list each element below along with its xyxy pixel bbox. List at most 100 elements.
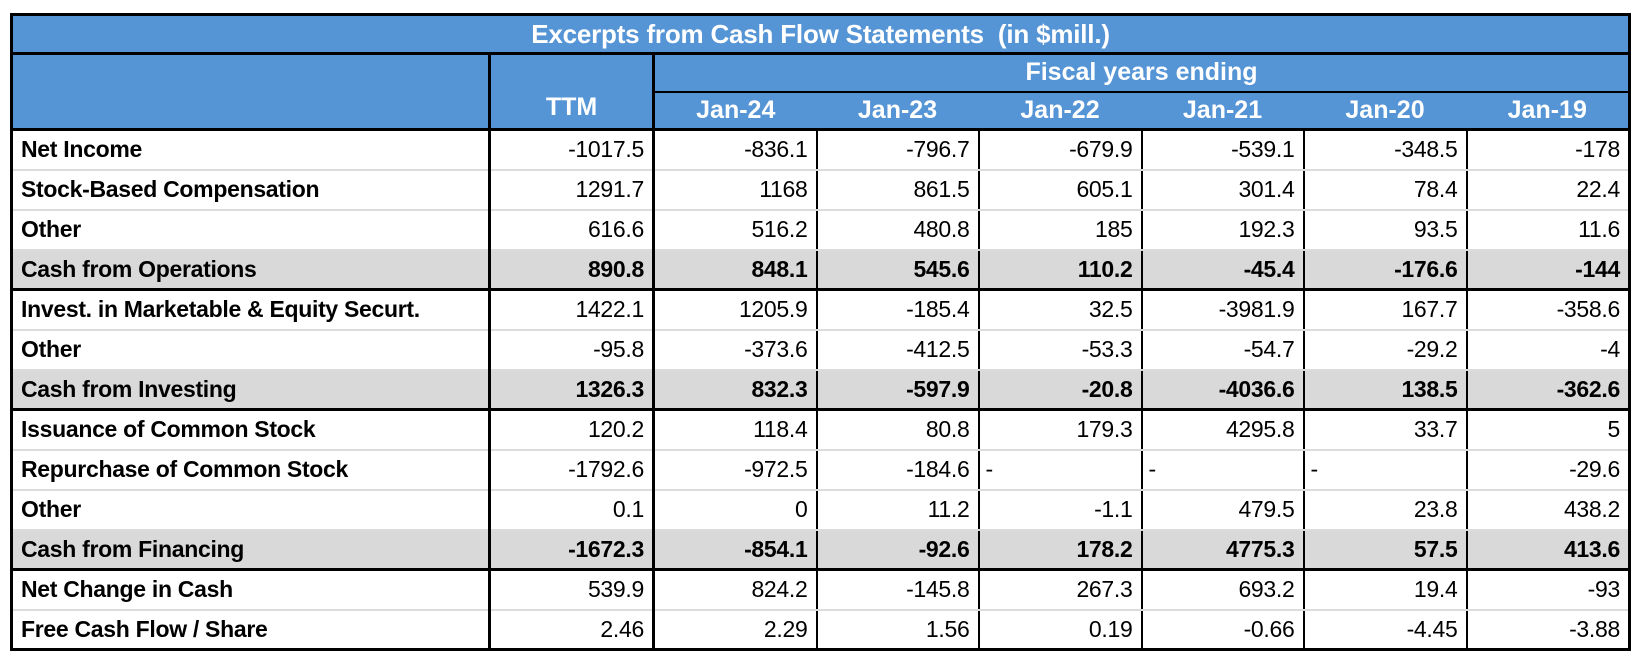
table-header: Excerpts from Cash Flow Statements (in $… <box>11 14 1630 131</box>
value-cell: - <box>1303 449 1468 491</box>
value-cell: 138.5 <box>1303 369 1468 411</box>
column-header-jan-23: Jan-23 <box>816 91 979 131</box>
value-cell: 1205.9 <box>653 289 818 331</box>
row-label: Other <box>11 489 491 531</box>
value-cell: 93.5 <box>1303 209 1468 251</box>
value-cell: 832.3 <box>653 369 818 411</box>
value-cell: 11.6 <box>1466 209 1631 251</box>
value-cell: 178.2 <box>978 529 1143 571</box>
value-cell: -362.6 <box>1466 369 1631 411</box>
value-cell: 167.7 <box>1303 289 1468 331</box>
value-cell: 438.2 <box>1466 489 1631 531</box>
value-cell: 192.3 <box>1141 209 1305 251</box>
value-cell: -3.88 <box>1466 609 1631 651</box>
value-cell: -972.5 <box>653 449 818 491</box>
value-cell: 5 <box>1466 409 1631 451</box>
value-cell: -4.45 <box>1303 609 1468 651</box>
column-header-jan-22: Jan-22 <box>978 91 1142 131</box>
value-cell: 605.1 <box>978 169 1143 211</box>
value-cell: 301.4 <box>1141 169 1305 211</box>
value-cell: -1017.5 <box>489 129 655 171</box>
table-row: Stock-Based Compensation 1291.7 1168 861.5 6… <box>11 169 1631 211</box>
table-row: Other 616.6 516.2 480.8 185 192.3 93.5 11.6 <box>11 209 1631 251</box>
value-cell: -20.8 <box>978 369 1143 411</box>
value-cell: -0.66 <box>1141 609 1305 651</box>
value-cell: 185 <box>978 209 1143 251</box>
row-label: Issuance of Common Stock <box>11 409 491 451</box>
value-cell: 539.9 <box>489 569 655 611</box>
value-cell: -373.6 <box>653 329 818 371</box>
value-cell: 1.56 <box>816 609 980 651</box>
value-cell: 32.5 <box>978 289 1143 331</box>
value-cell: -176.6 <box>1303 249 1468 291</box>
table-row: Other 0.1 0 11.2 -1.1 479.5 23.8 438.2 <box>11 489 1631 531</box>
row-label: Other <box>11 329 491 371</box>
value-cell: -92.6 <box>816 529 980 571</box>
value-cell: -178 <box>1466 129 1631 171</box>
value-cell: -45.4 <box>1141 249 1305 291</box>
value-cell: -796.7 <box>816 129 980 171</box>
value-cell: 80.8 <box>816 409 980 451</box>
fiscal-years-group-header: Fiscal years ending <box>653 53 1630 93</box>
value-cell: -539.1 <box>1141 129 1305 171</box>
value-cell: 179.3 <box>978 409 1143 451</box>
table-row: Net Income -1017.5 -836.1 -796.7 -679.9 -539.… <box>11 129 1631 171</box>
value-cell: -29.2 <box>1303 329 1468 371</box>
value-cell: 4775.3 <box>1141 529 1305 571</box>
table-title: Excerpts from Cash Flow Statements (in $… <box>11 14 1630 55</box>
value-cell: -679.9 <box>978 129 1143 171</box>
row-label: Cash from Operations <box>11 249 491 291</box>
column-header-ttm: TTM <box>489 53 655 131</box>
value-cell: 1168 <box>653 169 818 211</box>
row-label: Repurchase of Common Stock <box>11 449 491 491</box>
row-label: Free Cash Flow / Share <box>11 609 491 651</box>
value-cell: 120.2 <box>489 409 655 451</box>
value-cell: 4295.8 <box>1141 409 1305 451</box>
table-row: Invest. in Marketable & Equity Securt. 14… <box>11 289 1631 331</box>
value-cell: -597.9 <box>816 369 980 411</box>
value-cell: 848.1 <box>653 249 818 291</box>
value-cell: 11.2 <box>816 489 980 531</box>
column-header-jan-21: Jan-21 <box>1141 91 1304 131</box>
value-cell: 118.4 <box>653 409 818 451</box>
table-row: Cash from Operations 890.8 848.1 545.6 110.2… <box>11 249 1631 291</box>
value-cell: -185.4 <box>816 289 980 331</box>
table-body: Net Income -1017.5 -836.1 -796.7 -679.9 -539.… <box>11 129 1631 651</box>
column-header-jan-24: Jan-24 <box>653 91 817 131</box>
value-cell: - <box>1141 449 1305 491</box>
value-cell: -4 <box>1466 329 1631 371</box>
value-cell: -1672.3 <box>489 529 655 571</box>
value-cell: 545.6 <box>816 249 980 291</box>
value-cell: -836.1 <box>653 129 818 171</box>
value-cell: -3981.9 <box>1141 289 1305 331</box>
value-cell: -358.6 <box>1466 289 1631 331</box>
value-cell: -29.6 <box>1466 449 1631 491</box>
value-cell: 0.19 <box>978 609 1143 651</box>
table-row: Cash from Financing -1672.3 -854.1 -92.6 178… <box>11 529 1631 571</box>
value-cell: 267.3 <box>978 569 1143 611</box>
row-label: Net Income <box>11 129 491 171</box>
value-cell: 0.1 <box>489 489 655 531</box>
value-cell: 22.4 <box>1466 169 1631 211</box>
row-label: Stock-Based Compensation <box>11 169 491 211</box>
value-cell: 1291.7 <box>489 169 655 211</box>
label-column-header-blank <box>11 53 491 131</box>
value-cell: -412.5 <box>816 329 980 371</box>
value-cell: 2.46 <box>489 609 655 651</box>
value-cell: 861.5 <box>816 169 980 211</box>
value-cell: 413.6 <box>1466 529 1631 571</box>
value-cell: -93 <box>1466 569 1631 611</box>
value-cell: 57.5 <box>1303 529 1468 571</box>
value-cell: 110.2 <box>978 249 1143 291</box>
value-cell: -184.6 <box>816 449 980 491</box>
value-cell: 890.8 <box>489 249 655 291</box>
value-cell: 480.8 <box>816 209 980 251</box>
value-cell: 693.2 <box>1141 569 1305 611</box>
table-row: Net Change in Cash 539.9 824.2 -145.8 267.3 6… <box>11 569 1631 611</box>
row-label: Cash from Investing <box>11 369 491 411</box>
value-cell: -145.8 <box>816 569 980 611</box>
group-header-row: TTM Fiscal years ending <box>11 53 1630 131</box>
value-cell: 0 <box>653 489 818 531</box>
table-row: Free Cash Flow / Share 2.46 2.29 1.56 0.19 -0… <box>11 609 1631 651</box>
